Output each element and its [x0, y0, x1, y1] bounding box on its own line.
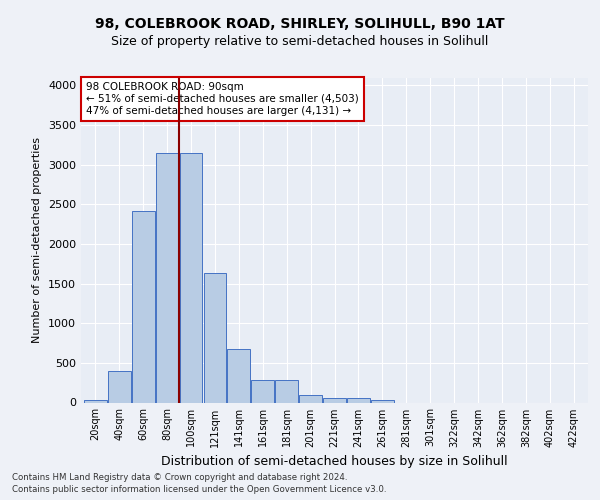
- Text: 98, COLEBROOK ROAD, SHIRLEY, SOLIHULL, B90 1AT: 98, COLEBROOK ROAD, SHIRLEY, SOLIHULL, B…: [95, 18, 505, 32]
- X-axis label: Distribution of semi-detached houses by size in Solihull: Distribution of semi-detached houses by …: [161, 455, 508, 468]
- Bar: [179, 153, 202, 402]
- Bar: [371, 400, 394, 402]
- Bar: [156, 153, 178, 402]
- Bar: [203, 274, 226, 402]
- Bar: [84, 400, 107, 402]
- Text: 98 COLEBROOK ROAD: 90sqm
← 51% of semi-detached houses are smaller (4,503)
47% o: 98 COLEBROOK ROAD: 90sqm ← 51% of semi-d…: [86, 82, 359, 116]
- Bar: [323, 398, 346, 402]
- Bar: [132, 210, 155, 402]
- Text: Contains public sector information licensed under the Open Government Licence v3: Contains public sector information licen…: [12, 485, 386, 494]
- Text: Contains HM Land Registry data © Crown copyright and database right 2024.: Contains HM Land Registry data © Crown c…: [12, 472, 347, 482]
- Bar: [108, 371, 131, 402]
- Bar: [299, 394, 322, 402]
- Bar: [251, 380, 274, 402]
- Bar: [227, 350, 250, 403]
- Y-axis label: Number of semi-detached properties: Number of semi-detached properties: [32, 137, 43, 343]
- Text: Size of property relative to semi-detached houses in Solihull: Size of property relative to semi-detach…: [112, 35, 488, 48]
- Bar: [275, 380, 298, 402]
- Bar: [347, 398, 370, 402]
